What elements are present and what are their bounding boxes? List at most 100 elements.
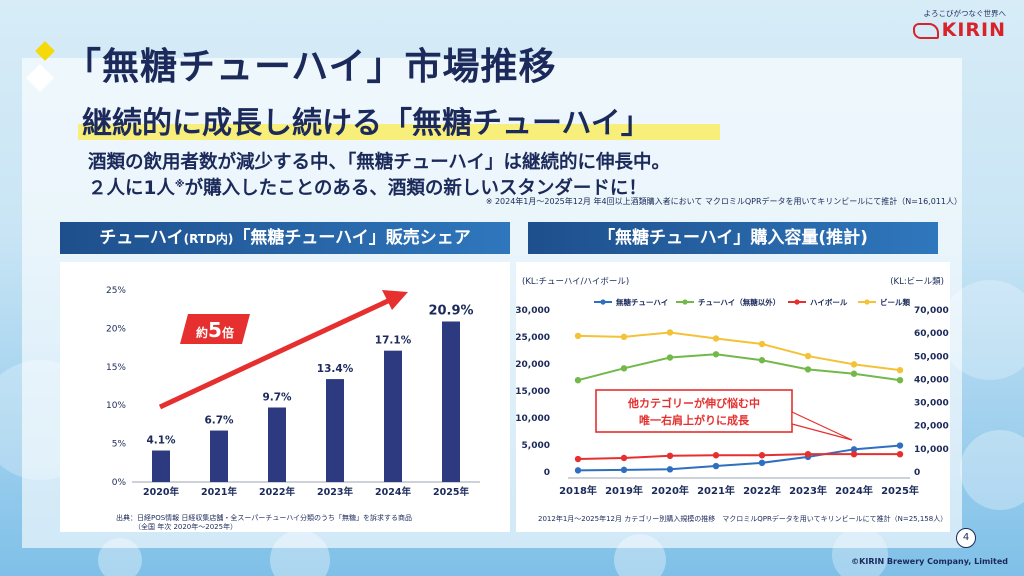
- series-point: [850, 370, 858, 377]
- bar-category-label: 2025年: [433, 486, 469, 498]
- bar-value-label: 20.9%: [428, 303, 473, 318]
- survey-note: ※ 2024年1月～2025年12月 年4回以上酒類購入者において マクロミルQ…: [485, 197, 962, 206]
- left-axis-label: (KL:チューハイ/ハイボール): [522, 277, 629, 287]
- left-panel-title-post: 「無糖チューハイ」販売シェア: [233, 228, 471, 248]
- series-point: [620, 365, 628, 372]
- bar-category-label: 2020年: [143, 486, 179, 498]
- series-point: [758, 357, 766, 364]
- line-category-label: 2021年: [697, 484, 735, 497]
- description-line-2-post: が購入したことのある、酒類の新しいスタンダードに！: [184, 178, 647, 199]
- series-point: [574, 332, 582, 340]
- description-line-2-pre: ２人に1人: [88, 178, 175, 199]
- growth-badge-post: 倍: [222, 325, 234, 340]
- bar-value-label: 17.1%: [375, 335, 412, 347]
- bar: [442, 321, 460, 482]
- growth-arrow-head: [382, 290, 408, 310]
- series-point: [712, 452, 720, 459]
- left-ytick-label: 5,000: [522, 441, 550, 451]
- series-point: [574, 455, 582, 463]
- left-panel-title-pre: チューハイ: [99, 228, 184, 248]
- series-line: [577, 331, 901, 372]
- left-panel-title: チューハイ(RTD内)「無糖チューハイ」販売シェア: [60, 222, 510, 254]
- line-category-label: 2024年: [835, 484, 873, 497]
- subtitle-highlight: [78, 124, 720, 140]
- description-note-mark: ※: [174, 178, 185, 190]
- series-point: [712, 351, 720, 358]
- left-source-line-1: 出典：日経POS情報 日経収集店舗・全スーパーチューハイ分類のうち「無糖」を訴求…: [116, 514, 413, 522]
- line-category-label: 2022年: [743, 484, 781, 497]
- series-point: [574, 467, 582, 474]
- legend-label: チューハイ（無糖以外）: [698, 297, 780, 307]
- bar-category-label: 2023年: [317, 486, 353, 498]
- series-point: [804, 450, 812, 458]
- bar: [210, 430, 228, 482]
- legend-label: 無糖チューハイ: [616, 297, 668, 307]
- left-ytick-label: 30,000: [516, 306, 550, 316]
- bar: [326, 379, 344, 482]
- right-ytick-label: 50,000: [914, 352, 949, 362]
- legend-label: ハイボール: [810, 297, 848, 307]
- share-bar-chart: 0% 5% 10% 15% 20% 25% 4.1% 2020年 6.7% 2021年 9.7% 20…: [106, 286, 480, 498]
- series-point: [666, 354, 674, 361]
- series-point: [574, 377, 582, 384]
- series-point: [758, 452, 766, 459]
- left-ytick-label: 15,000: [516, 387, 550, 397]
- left-panel: 0% 5% 10% 15% 20% 25% 4.1% 2020年 6.7% 2021年 9.7% 20…: [60, 262, 510, 532]
- bar-ytick-label: 25%: [106, 286, 126, 296]
- series-point: [712, 335, 720, 342]
- left-ytick-label: 20,000: [516, 360, 550, 370]
- growth-arrow-line: [158, 297, 392, 410]
- series-point: [804, 366, 812, 373]
- bar-category-label: 2021年: [201, 486, 237, 498]
- series-point: [666, 452, 674, 459]
- legend-marker: [794, 299, 800, 305]
- line-category-label: 2020年: [651, 484, 689, 497]
- right-ytick-label: 60,000: [914, 329, 949, 339]
- growth-badge: [180, 314, 250, 344]
- bar-value-label: 6.7%: [204, 415, 234, 427]
- series-point: [896, 450, 904, 458]
- description-line-2: ２人に1人※が購入したことのある、酒類の新しいスタンダードに！: [88, 174, 647, 200]
- right-ytick-label: 20,000: [914, 422, 949, 432]
- growth-badge-num: 5: [208, 318, 222, 342]
- kirin-emblem-icon: [912, 22, 939, 39]
- bar-ytick-label: 15%: [106, 363, 126, 373]
- page-number: 4: [956, 528, 976, 548]
- series-point: [712, 462, 720, 470]
- legend-marker: [864, 299, 870, 305]
- series-point: [620, 454, 628, 462]
- copyright: ©KIRIN Brewery Company, Limited: [851, 557, 1008, 566]
- bar-value-label: 13.4%: [317, 363, 354, 375]
- left-panel-title-small: (RTD内): [183, 232, 234, 246]
- bar-ytick-label: 0%: [112, 478, 127, 488]
- series-point: [758, 459, 766, 467]
- right-ytick-label: 30,000: [914, 399, 949, 409]
- bar-value-label: 4.1%: [146, 435, 176, 447]
- series-point: [620, 466, 628, 474]
- bar-category-label: 2024年: [375, 486, 411, 498]
- series-point: [850, 450, 858, 458]
- page-subtitle: 継続的に成長し続ける「無糖チューハイ」: [82, 106, 651, 141]
- kirin-logo: よろこびがつなぐ世界へ KIRIN: [912, 8, 1007, 41]
- series-point: [896, 442, 904, 449]
- left-source-line-2: （全国 年次 2020年～2025年）: [134, 523, 238, 531]
- legend-label: ビール類: [880, 297, 910, 307]
- logo-tagline: よろこびがつなぐ世界へ: [923, 9, 1007, 18]
- series-point: [666, 329, 674, 336]
- bar-category-label: 2022年: [259, 486, 295, 498]
- bar: [384, 350, 402, 482]
- bar-ytick-label: 20%: [106, 324, 126, 334]
- series-line: [577, 453, 900, 461]
- right-ytick-label: 10,000: [914, 445, 949, 455]
- series-line: [577, 353, 901, 382]
- series-point: [620, 333, 628, 341]
- series-point: [896, 377, 904, 384]
- line-category-label: 2018年: [559, 484, 597, 497]
- line-category-label: 2025年: [881, 484, 919, 497]
- series-point: [804, 352, 812, 360]
- right-ytick-label: 0: [914, 468, 920, 478]
- right-ytick-label: 70,000: [914, 306, 949, 316]
- left-ytick-label: 0: [544, 468, 550, 478]
- growth-badge-pre: 約: [196, 325, 208, 340]
- callout-line-1: 他カテゴリーが伸び悩む中: [627, 396, 760, 410]
